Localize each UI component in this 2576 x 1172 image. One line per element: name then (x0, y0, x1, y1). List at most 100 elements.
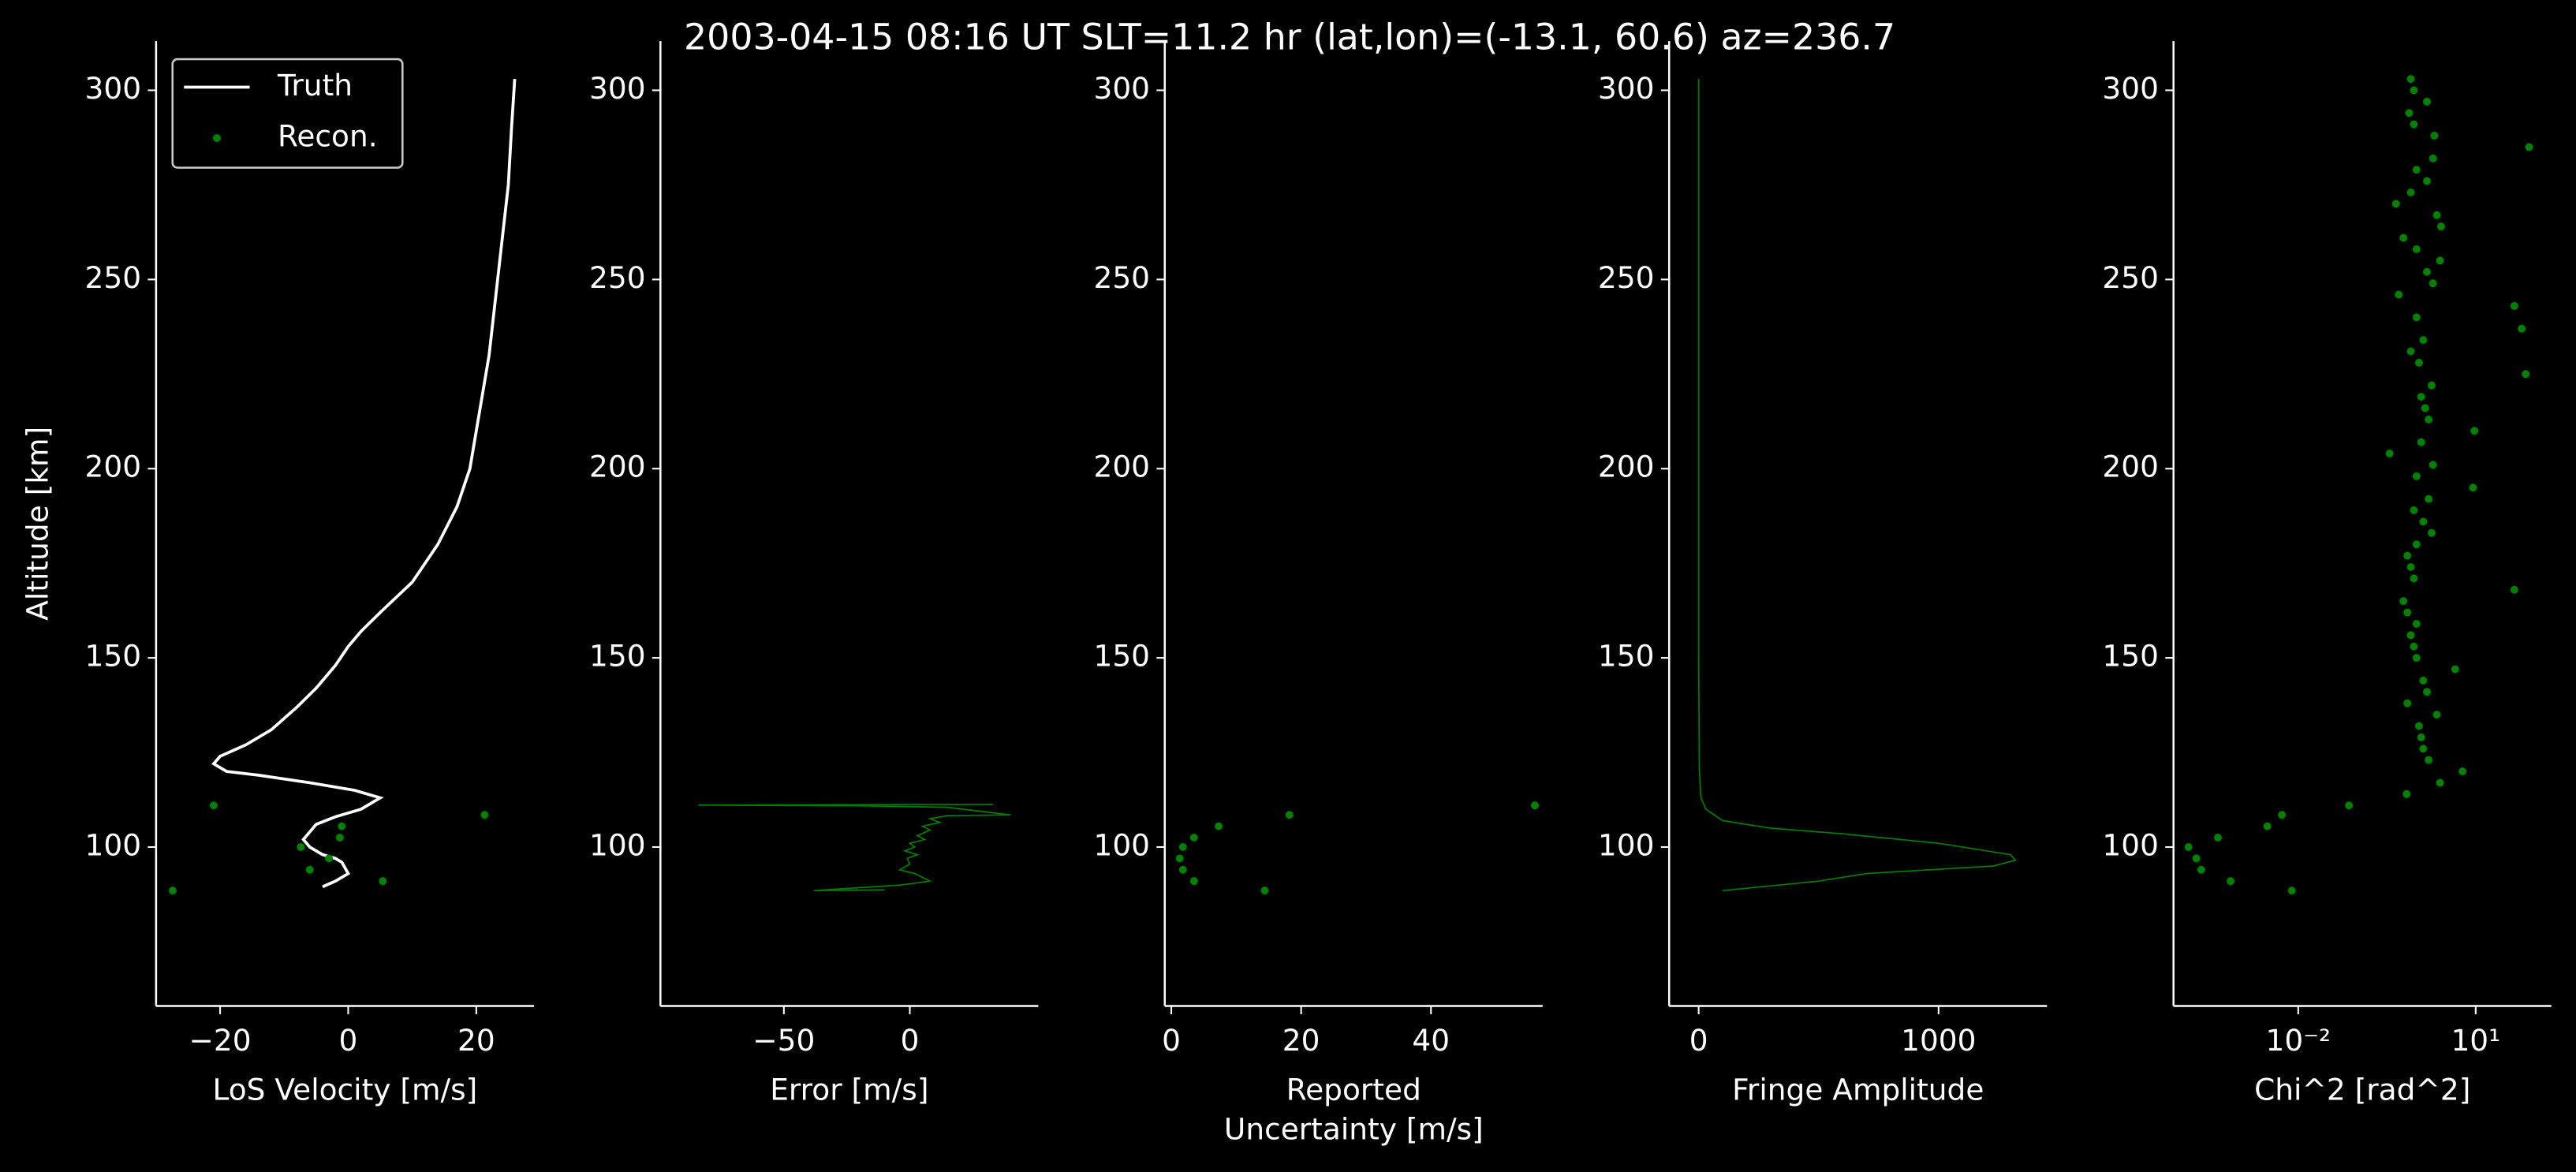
x-axis-label: Fringe Amplitude (1732, 1072, 1984, 1107)
point (1260, 886, 1269, 895)
profile-line (1697, 79, 2017, 892)
x-axis-label: LoS Velocity [m/s] (213, 1072, 478, 1107)
x-tick-label: 10⁻² (2266, 1023, 2331, 1058)
point (2227, 877, 2235, 886)
x-axis-label: Error [m/s] (770, 1072, 928, 1107)
x-axis-label: Uncertainty [m/s] (1224, 1111, 1484, 1146)
point (2423, 688, 2432, 696)
y-tick-label: 200 (85, 450, 142, 484)
y-tick-label: 300 (2102, 71, 2159, 106)
point (2410, 86, 2418, 95)
point (2412, 619, 2421, 628)
point (2412, 472, 2421, 480)
x-tick-label: 20 (1282, 1023, 1320, 1058)
point (2412, 244, 2421, 253)
x-tick-label: −50 (752, 1023, 815, 1058)
point (2417, 438, 2425, 446)
point (2391, 200, 2400, 208)
point (168, 886, 177, 895)
point (2263, 822, 2272, 830)
point (2425, 756, 2433, 764)
point (2423, 267, 2432, 276)
point (209, 801, 218, 810)
y-tick-label: 250 (1093, 260, 1150, 295)
point (2522, 370, 2530, 379)
point (2419, 517, 2428, 526)
x-axis-label: Reported (1286, 1072, 1421, 1107)
point (2403, 699, 2412, 707)
point (2395, 290, 2403, 299)
point (2436, 256, 2444, 265)
point (2432, 211, 2441, 219)
point (2405, 109, 2414, 118)
y-tick-label: 100 (2102, 827, 2159, 862)
point (2399, 233, 2408, 242)
point (2345, 801, 2354, 810)
point (2417, 733, 2425, 741)
point (2197, 865, 2205, 874)
point (2184, 842, 2193, 852)
x-tick-label: 20 (457, 1023, 495, 1058)
point (2406, 188, 2415, 197)
y-tick-label: 100 (589, 827, 646, 862)
point (2510, 301, 2518, 310)
y-tick-label: 150 (85, 639, 142, 674)
point (2470, 427, 2479, 435)
point (2419, 745, 2428, 753)
x-tick-label: 0 (1689, 1023, 1708, 1058)
x-tick-label: 1000 (1901, 1023, 1976, 1058)
y-tick-label: 150 (1093, 639, 1150, 674)
x-tick-label: 10¹ (2451, 1023, 2500, 1058)
point (2429, 279, 2437, 288)
profile-line (211, 78, 517, 889)
point (2385, 450, 2394, 458)
point (2469, 483, 2477, 492)
point (379, 877, 387, 886)
y-tick-label: 250 (85, 260, 142, 295)
x-tick-label: 0 (901, 1023, 920, 1058)
point (2436, 778, 2444, 787)
point (480, 811, 489, 819)
point (2423, 97, 2432, 106)
point (1175, 854, 1184, 863)
point (2410, 506, 2418, 515)
point (2427, 528, 2436, 537)
y-tick-label: 200 (589, 450, 646, 484)
x-tick-label: 40 (1412, 1023, 1450, 1058)
point (2403, 608, 2412, 617)
point (2410, 120, 2418, 129)
point (2458, 767, 2467, 776)
point (2423, 177, 2432, 185)
point (2406, 347, 2415, 356)
x-tick-label: 0 (1162, 1023, 1181, 1058)
point (2425, 495, 2433, 503)
point (1285, 811, 1294, 819)
point (1189, 834, 1198, 842)
legend-label: Truth (277, 68, 353, 103)
y-axis-label: Altitude [km] (20, 427, 54, 621)
point (2406, 631, 2415, 640)
point (1189, 877, 1198, 886)
point (2436, 222, 2445, 231)
x-tick-label: −20 (189, 1023, 252, 1058)
point (2432, 711, 2441, 719)
y-tick-label: 300 (589, 71, 646, 106)
point (2214, 834, 2223, 842)
y-tick-label: 200 (2102, 450, 2159, 484)
point (2412, 654, 2421, 663)
y-tick-label: 150 (2102, 639, 2159, 674)
point (297, 842, 305, 852)
point (2425, 415, 2433, 424)
point (2287, 886, 2296, 895)
point (1178, 865, 1187, 874)
point (2410, 642, 2418, 651)
legend-label: Recon. (278, 119, 378, 154)
point (2406, 562, 2415, 571)
y-tick-label: 150 (589, 639, 646, 674)
point (2403, 551, 2412, 560)
point (2412, 540, 2421, 549)
point (2410, 574, 2418, 583)
point (2412, 313, 2421, 322)
